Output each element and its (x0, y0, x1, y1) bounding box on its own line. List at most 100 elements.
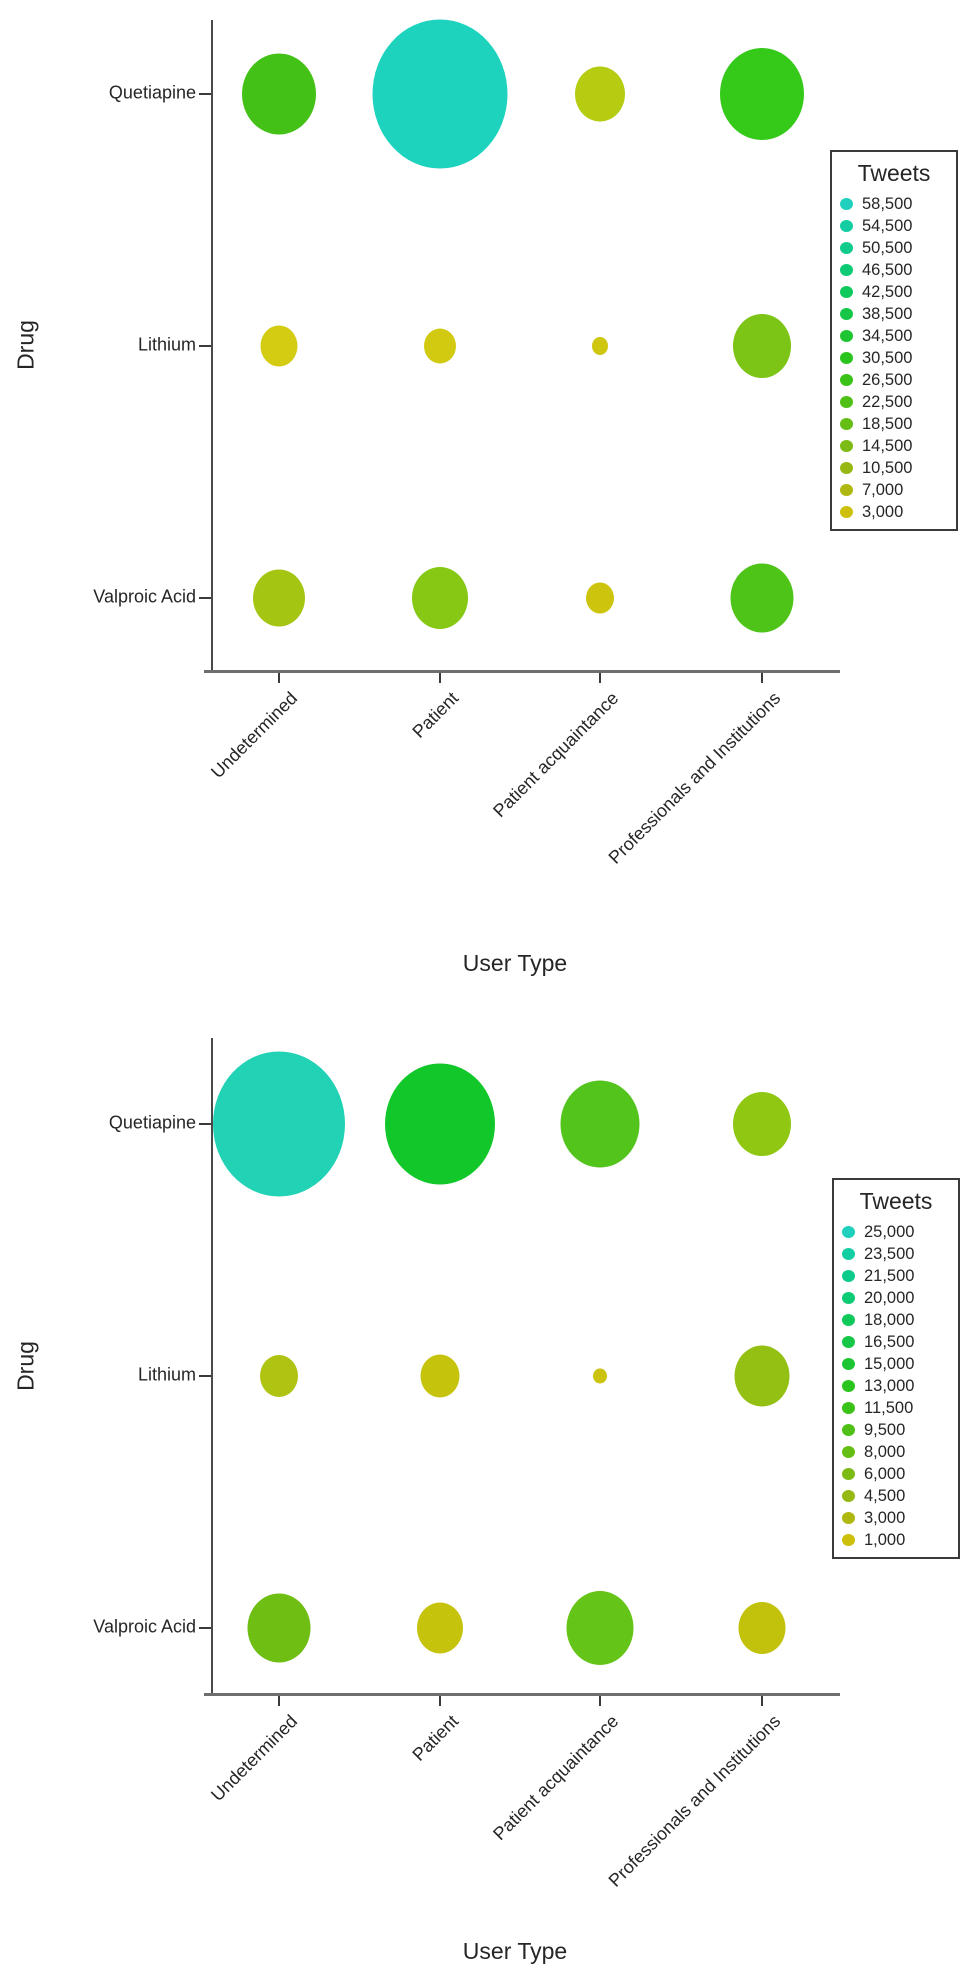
legend-dot-icon (840, 264, 853, 276)
legend-label: 26,500 (862, 370, 913, 389)
legend-item: 34,500 (840, 325, 948, 347)
legend-item: 1,000 (842, 1529, 950, 1551)
legend-dot-icon (840, 220, 853, 232)
legend-label: 23,500 (864, 1244, 915, 1263)
x-tick-label: Undetermined (207, 688, 302, 783)
legend-title: Tweets (859, 1188, 933, 1214)
x-tick-label: Patient (408, 1711, 463, 1765)
bubble (417, 1602, 463, 1654)
legend-label: 1,000 (864, 1530, 906, 1549)
x-tick-label: Undetermined (207, 1711, 302, 1806)
x-tick (439, 673, 441, 683)
legend-dot-icon (840, 242, 853, 254)
legend-item: 14,500 (840, 435, 948, 457)
legend-item: 30,500 (840, 347, 948, 369)
legend-item: 9,500 (842, 1419, 950, 1441)
bubble (385, 1063, 495, 1185)
legend-item: 13,000 (842, 1375, 950, 1397)
x-tick (599, 673, 601, 683)
bubble (592, 337, 608, 355)
legend-item: 22,500 (840, 391, 948, 413)
legend-dot-icon (840, 330, 853, 342)
bubble (247, 1593, 311, 1663)
legend-label: 3,000 (862, 502, 904, 521)
axis-title-y: Drug (12, 320, 39, 370)
y-tick (199, 1375, 211, 1377)
bubble (412, 567, 468, 629)
legend-dot-icon (842, 1226, 855, 1238)
legend-label: 15,000 (864, 1354, 915, 1373)
y-axis-line (211, 1038, 213, 1696)
legend-label: 18,000 (864, 1310, 915, 1329)
bubble (586, 582, 614, 614)
legend-item: 11,500 (842, 1397, 950, 1419)
legend-label: 10,500 (862, 458, 913, 477)
legend-label: 7,000 (862, 480, 904, 499)
x-tick (278, 1696, 280, 1706)
legend-label: 13,000 (864, 1376, 915, 1395)
legend-dot-icon (840, 418, 853, 430)
legend-label: 8,000 (864, 1442, 906, 1461)
legend-item: 25,000 (842, 1221, 950, 1243)
bubble (733, 1092, 791, 1156)
y-tick (199, 1627, 211, 1629)
legend-label: 54,500 (862, 216, 913, 235)
y-axis-line (211, 20, 213, 673)
legend-dot-icon (840, 352, 853, 364)
y-tick (199, 345, 211, 347)
x-tick-label: Patient (408, 688, 463, 742)
legend-label: 3,000 (864, 1508, 906, 1527)
bubble (372, 19, 508, 169)
y-tick-label: Lithium (137, 334, 196, 355)
legend-dot-icon (840, 506, 853, 518)
legend-label: 14,500 (862, 436, 913, 455)
legend-item: 3,000 (840, 501, 948, 523)
legend-dot-icon (842, 1292, 855, 1304)
legend-item: 8,000 (842, 1441, 950, 1463)
bubble (720, 48, 804, 140)
bubble (420, 1354, 460, 1398)
legend-dot-icon (842, 1336, 855, 1348)
legend-label: 34,500 (862, 326, 913, 345)
legend-dot-icon (842, 1248, 855, 1260)
legend-box: Tweets 58,500 54,500 50,500 46,500 42,500 38,5… (830, 150, 958, 531)
bubble (733, 314, 791, 378)
legend-item: 15,000 (842, 1353, 950, 1375)
legend-label: 50,500 (862, 238, 913, 257)
legend-dot-icon (842, 1424, 855, 1436)
legend-dot-icon (840, 374, 853, 386)
x-tick (761, 1696, 763, 1706)
bubble (242, 53, 316, 135)
legend-label: 16,500 (864, 1332, 915, 1351)
legend-dot-icon (842, 1446, 855, 1458)
legend-item: 42,500 (840, 281, 948, 303)
x-tick-label: Professionals and Institutions (604, 1711, 785, 1891)
legend-item: 6,000 (842, 1463, 950, 1485)
legend-label: 9,500 (864, 1420, 906, 1439)
legend-label: 6,000 (864, 1464, 906, 1483)
bubble (593, 1368, 607, 1384)
bubble (213, 1051, 345, 1197)
legend-label: 58,500 (862, 194, 913, 213)
legend-dot-icon (842, 1512, 855, 1524)
y-tick (199, 93, 211, 95)
legend-item: 26,500 (840, 369, 948, 391)
bubble (260, 325, 298, 367)
x-tick (439, 1696, 441, 1706)
legend-item: 18,000 (842, 1309, 950, 1331)
legend-item: 46,500 (840, 259, 948, 281)
x-tick (599, 1696, 601, 1706)
legend-item: 4,500 (842, 1485, 950, 1507)
bubble (566, 1591, 634, 1665)
legend-dot-icon (842, 1380, 855, 1392)
y-tick (199, 1123, 211, 1125)
legend-label: 42,500 (862, 282, 913, 301)
legend-dot-icon (842, 1468, 855, 1480)
axis-title-x: User Type (462, 1938, 568, 1964)
legend-label: 11,500 (864, 1398, 914, 1417)
legend-title: Tweets (857, 160, 931, 186)
legend-dot-icon (842, 1534, 855, 1546)
legend-item: 50,500 (840, 237, 948, 259)
legend-dot-icon (840, 440, 853, 452)
legend-label: 18,500 (862, 414, 913, 433)
